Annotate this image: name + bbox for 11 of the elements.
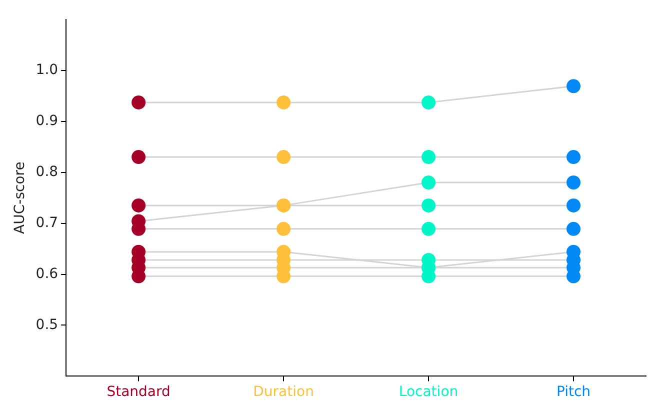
x-tick-label: Standard: [106, 384, 170, 400]
x-tick-label: Duration: [253, 384, 314, 400]
y-tick-label: 0.9: [36, 112, 58, 129]
y-tick-label: 0.6: [36, 266, 58, 282]
y-tick-label: 1.0: [36, 62, 58, 78]
y-axis-title: AUC-score: [12, 162, 28, 234]
y-tick-label: 0.8: [36, 164, 58, 180]
y-tick-label: 0.7: [36, 214, 58, 231]
x-tick-label: Location: [398, 384, 458, 400]
y-tick-label: 0.5: [36, 316, 58, 333]
x-tick-label: Pitch: [556, 384, 591, 400]
